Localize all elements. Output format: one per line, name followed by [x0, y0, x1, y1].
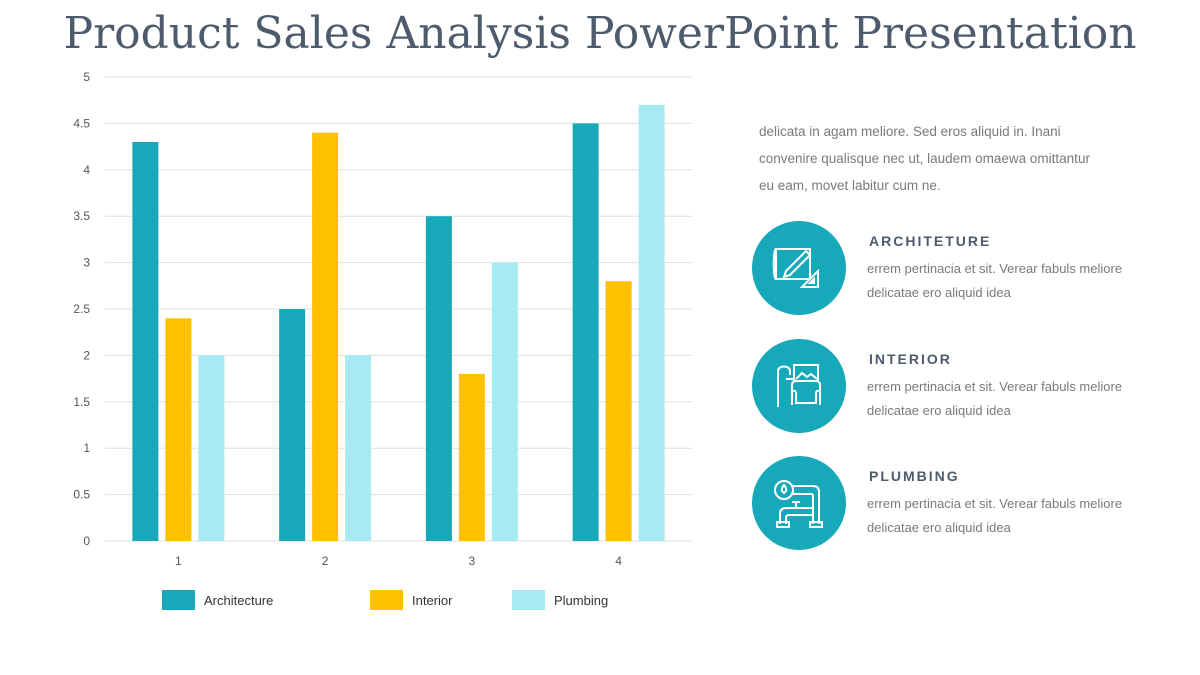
bar-plumbing-4 [638, 104, 665, 541]
item-interior: INTERIOR errem pertinacia et sit. Verear… [752, 339, 1152, 434]
bar-architecture-3 [425, 216, 452, 541]
bar-architecture-4 [572, 123, 599, 542]
legend-item-architecture: Architecture [162, 590, 273, 610]
page-title: Product Sales Analysis PowerPoint Presen… [63, 8, 1137, 59]
y-tick-label: 0.5 [73, 488, 90, 502]
item-heading: INTERIOR [869, 351, 952, 367]
bar-plumbing-2 [345, 355, 372, 541]
bar-plumbing-1 [198, 355, 225, 541]
y-tick-label: 1 [83, 441, 90, 455]
item-text: errem pertinacia et sit. Verear fabuls m… [867, 496, 1123, 535]
item-architecture: ARCHITETURE errem pertinacia et sit. Ver… [752, 221, 1152, 316]
y-tick-label: 2 [83, 348, 90, 362]
legend-item-plumbing: Plumbing [512, 590, 608, 610]
y-tick-label: 4 [83, 163, 90, 177]
legend-label: Interior [412, 592, 453, 608]
y-tick-label: 3 [83, 256, 90, 270]
blueprint-pencil-icon [752, 221, 846, 315]
x-tick-label: 1 [175, 554, 182, 568]
y-tick-label: 5 [83, 70, 90, 84]
pipes-icon [752, 456, 846, 550]
y-tick-label: 0 [83, 534, 90, 548]
item-heading: ARCHITETURE [869, 233, 992, 249]
bar-chart: 0 0.5 1 1.5 2 2.5 3 3.5 4 4.5 5 1 2 3 4 [73, 70, 692, 568]
legend-label: Plumbing [554, 592, 609, 608]
bar-interior-3 [458, 373, 485, 541]
legend-label: Architecture [204, 592, 274, 608]
bar-interior-4 [605, 281, 632, 541]
y-tick-label: 3.5 [73, 209, 90, 223]
y-tick-label: 4.5 [73, 116, 90, 130]
item-text: errem pertinacia et sit. Verear fabuls m… [867, 379, 1123, 418]
bar-plumbing-3 [491, 262, 518, 541]
item-text: errem pertinacia et sit. Verear fabuls m… [867, 261, 1123, 300]
x-tick-label: 3 [469, 554, 476, 568]
item-plumbing: PLUMBING errem pertinacia et sit. Verear… [752, 456, 1152, 551]
bar-architecture-2 [279, 309, 306, 541]
legend-item-interior: Interior [370, 590, 452, 610]
x-tick-label: 4 [615, 554, 622, 568]
bar-architecture-1 [132, 141, 159, 541]
y-tick-label: 1.5 [73, 395, 90, 409]
x-tick-label: 2 [322, 554, 329, 568]
bar-interior-2 [312, 132, 339, 541]
y-tick-label: 2.5 [73, 302, 90, 316]
armchair-lamp-icon [752, 339, 846, 433]
intro-text: delicata in agam meliore. Sed eros aliqu… [759, 124, 1090, 193]
item-heading: PLUMBING [869, 468, 960, 484]
bar-interior-1 [165, 318, 192, 541]
